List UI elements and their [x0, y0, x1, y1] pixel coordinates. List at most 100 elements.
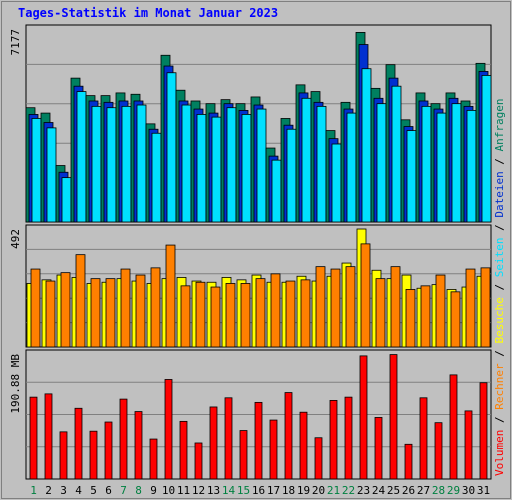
bar-rechner-day-18 [285, 280, 296, 348]
bar-seiten-day-23 [361, 68, 372, 223]
y-axis-max-label: 7177 [9, 29, 22, 56]
bar-rechner-day-29 [450, 291, 461, 348]
bar-rechner-day-5 [90, 278, 101, 348]
bar-volumen-day-2 [44, 393, 53, 480]
bar-rechner-day-11 [180, 285, 191, 348]
bar-volumen-day-23 [359, 355, 368, 480]
bar-rechner-day-17 [270, 273, 281, 348]
bar-volumen-day-17 [269, 419, 278, 480]
bar-rechner-day-14 [225, 283, 236, 348]
bar-seiten-day-18 [286, 128, 297, 223]
bar-rechner-day-3 [60, 272, 71, 348]
x-tick-label-day-15: 15 [237, 484, 250, 497]
y-axis-max-label: 492 [9, 229, 22, 249]
x-tick-label-day-23: 23 [357, 484, 370, 497]
x-tick-label-day-30: 30 [462, 484, 475, 497]
bar-seiten-day-25 [391, 85, 402, 223]
x-tick-label-day-21: 21 [327, 484, 340, 497]
bar-volumen-day-27 [419, 397, 428, 480]
bar-volumen-day-10 [164, 379, 173, 480]
x-tick-label-day-18: 18 [282, 484, 295, 497]
x-tick-label-day-4: 4 [75, 484, 82, 497]
x-tick-label-day-9: 9 [150, 484, 157, 497]
x-tick-label-day-27: 27 [417, 484, 430, 497]
y-axis-max-label: 190.88 MB [9, 354, 22, 414]
legend-separator: / [493, 410, 506, 430]
bar-volumen-day-14 [224, 397, 233, 480]
x-tick-label-day-16: 16 [252, 484, 265, 497]
bar-rechner-day-4 [75, 254, 86, 348]
bar-volumen-day-3 [59, 431, 68, 480]
bar-volumen-day-30 [464, 410, 473, 480]
bar-seiten-day-20 [316, 105, 327, 223]
x-tick-label-day-29: 29 [447, 484, 460, 497]
bar-volumen-day-28 [434, 422, 443, 480]
bar-volumen-day-11 [179, 420, 188, 480]
bar-volumen-day-15 [239, 430, 248, 480]
bar-rechner-day-28 [435, 274, 446, 348]
x-tick-label-day-24: 24 [372, 484, 386, 497]
x-tick-label-day-26: 26 [402, 484, 415, 497]
bar-seiten-day-13 [211, 116, 222, 223]
bar-rechner-day-19 [300, 279, 311, 348]
bar-seiten-day-21 [331, 143, 342, 223]
x-tick-label-day-11: 11 [177, 484, 190, 497]
legend-entry-volumen: Volumen [493, 430, 506, 476]
bar-seiten-day-16 [256, 108, 267, 223]
x-tick-label-day-19: 19 [297, 484, 310, 497]
bar-volumen-day-16 [254, 401, 263, 480]
bar-seiten-day-1 [31, 118, 42, 223]
bar-volumen-day-31 [479, 382, 488, 480]
x-tick-label-day-28: 28 [432, 484, 445, 497]
bar-volumen-day-1 [29, 396, 38, 480]
bar-rechner-day-24 [375, 278, 386, 348]
bar-seiten-day-12 [196, 114, 207, 223]
bar-seiten-day-6 [106, 107, 117, 223]
bar-volumen-day-5 [89, 430, 98, 480]
bar-rechner-day-21 [330, 268, 341, 348]
bar-seiten-day-8 [136, 104, 147, 223]
bar-rechner-day-6 [105, 278, 116, 348]
bar-seiten-day-7 [121, 105, 132, 223]
bar-seiten-day-27 [421, 105, 432, 223]
x-tick-label-day-13: 13 [207, 484, 220, 497]
bar-seiten-day-4 [76, 91, 87, 223]
bar-volumen-day-6 [104, 421, 113, 480]
x-tick-label-day-10: 10 [162, 484, 175, 497]
bar-seiten-day-11 [181, 104, 192, 223]
bar-rechner-day-31 [480, 267, 491, 348]
x-tick-label-day-1: 1 [30, 484, 37, 497]
bar-volumen-day-12 [194, 442, 203, 480]
x-tick-label-day-25: 25 [387, 484, 400, 497]
legend-separator: / [493, 218, 506, 238]
bar-seiten-day-15 [241, 114, 252, 223]
bar-volumen-day-20 [314, 437, 323, 480]
bar-rechner-day-9 [150, 267, 161, 348]
x-tick-label-day-22: 22 [342, 484, 355, 497]
bar-rechner-day-27 [420, 285, 431, 348]
bar-rechner-day-1 [30, 268, 41, 348]
bar-rechner-day-13 [210, 286, 221, 348]
bar-volumen-day-21 [329, 400, 338, 480]
bar-seiten-day-2 [46, 127, 57, 223]
x-tick-label-day-7: 7 [120, 484, 127, 497]
legend-separator: / [493, 344, 506, 364]
legend-separator: / [493, 151, 506, 171]
legend-separator: / [493, 277, 506, 297]
bar-rechner-day-8 [135, 274, 146, 348]
bar-seiten-day-10 [166, 72, 177, 223]
bar-volumen-day-29 [449, 374, 458, 480]
bar-seiten-day-28 [436, 112, 447, 223]
legend-entry-anfragen: Anfragen [493, 98, 506, 151]
bar-seiten-day-14 [226, 107, 237, 223]
bar-rechner-day-16 [255, 278, 266, 348]
bar-seiten-day-22 [346, 112, 357, 223]
bar-volumen-day-26 [404, 443, 413, 480]
x-tick-label-day-5: 5 [90, 484, 97, 497]
bar-seiten-day-29 [451, 103, 462, 223]
legend-entry-seiten: Seiten [493, 238, 506, 278]
bar-volumen-day-13 [209, 406, 218, 480]
